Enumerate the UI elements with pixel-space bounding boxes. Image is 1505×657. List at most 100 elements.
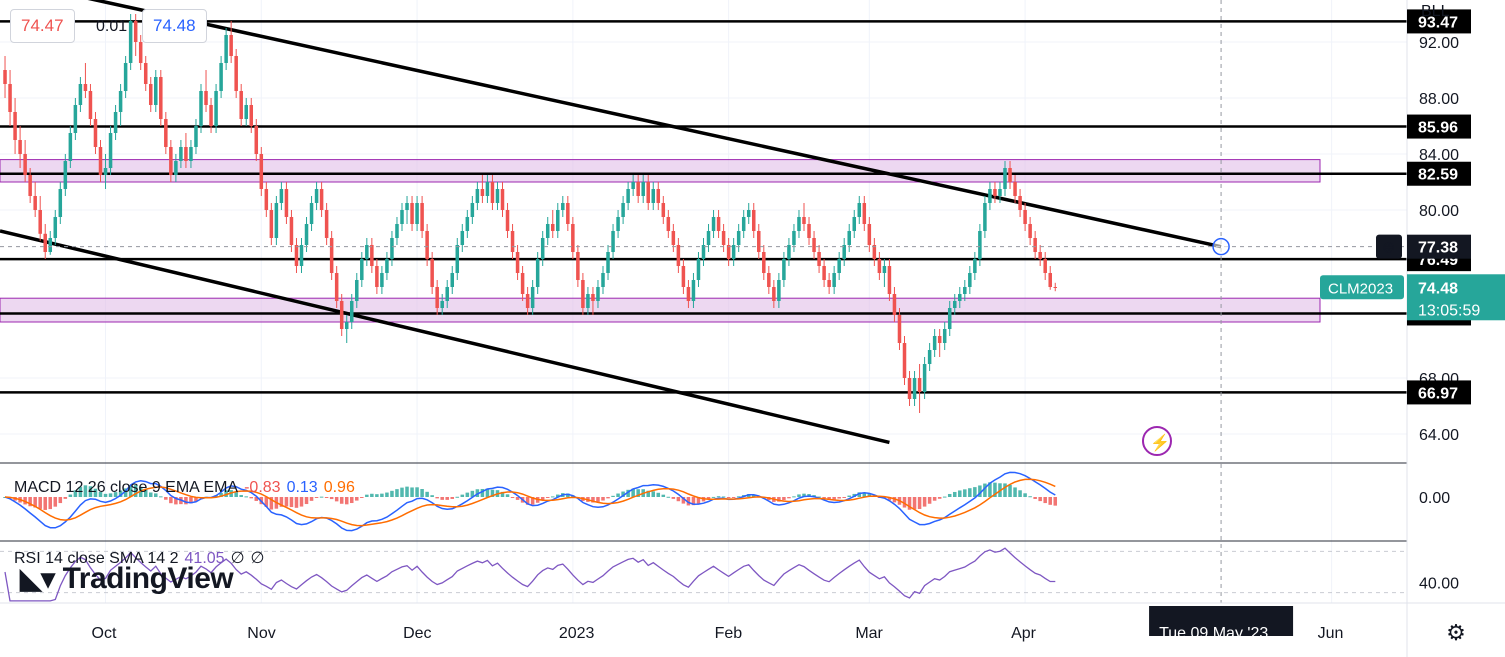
macd-histogram-bar <box>1048 497 1052 505</box>
candle-body <box>988 189 992 203</box>
macd-histogram-bar <box>113 492 118 497</box>
candle-body <box>571 224 575 252</box>
candle-body <box>591 294 595 301</box>
candle-body <box>676 245 681 266</box>
macd-histogram-bar <box>98 491 103 497</box>
candle-body <box>696 259 701 280</box>
candle-body <box>480 189 485 196</box>
candle-body <box>83 84 88 91</box>
candle-body <box>43 233 47 252</box>
candle-body <box>792 231 796 245</box>
macd-histogram-bar <box>435 497 439 499</box>
candle-body <box>93 119 98 147</box>
macd-histogram-bar <box>334 497 339 502</box>
candle-body <box>355 280 359 301</box>
macd-hist-value: -0.83 <box>244 479 281 496</box>
candle-body <box>917 378 922 392</box>
macd-histogram-bar <box>616 493 620 497</box>
rsi-sma-value: ∅ <box>230 550 245 567</box>
candle-body <box>269 210 274 238</box>
bid-price-box[interactable]: 74.47 <box>10 9 75 43</box>
candle-body <box>757 231 761 252</box>
candle-body <box>958 294 962 301</box>
macd-histogram-bar <box>1023 493 1027 497</box>
price-level-badge-text: 85.96 <box>1418 120 1458 137</box>
candle-body <box>309 203 314 224</box>
macd-histogram-bar <box>284 497 289 507</box>
macd-histogram-bar <box>696 497 701 504</box>
candle-body <box>952 301 957 308</box>
macd-histogram-bar <box>88 486 93 497</box>
macd-histogram-bar <box>978 485 982 497</box>
candle-body <box>530 287 535 308</box>
candle-body <box>294 245 299 266</box>
trendline <box>0 229 890 445</box>
macd-histogram-bar <box>601 497 605 501</box>
candle-body <box>108 133 113 168</box>
settings-gear-icon[interactable]: ⚙ <box>1446 620 1466 645</box>
candle-body <box>802 217 806 224</box>
candle-body <box>586 294 590 308</box>
macd-histogram-bar <box>53 497 58 507</box>
candle-body <box>154 77 158 105</box>
macd-histogram-bar <box>269 497 274 510</box>
macd-histogram-bar <box>159 496 163 498</box>
macd-histogram-bar <box>993 482 997 497</box>
symbol-label: BLL <box>1421 3 1450 20</box>
time-axis-tick: Mar <box>855 625 883 642</box>
candle-body <box>380 273 384 287</box>
time-axis-tick: Oct <box>92 625 117 642</box>
price-axis-tick: 64.00 <box>1419 427 1459 444</box>
macd-histogram-bar <box>355 497 359 501</box>
candle-body <box>234 56 238 91</box>
candle-body <box>1048 273 1052 287</box>
ask-price-box[interactable]: 74.48 <box>142 9 207 43</box>
macd-histogram-bar <box>360 497 364 498</box>
candle-body <box>596 287 600 301</box>
candle-body <box>525 294 530 308</box>
candle-body <box>279 189 284 203</box>
macd-histogram-bar <box>802 493 806 497</box>
candle-body <box>319 189 324 210</box>
candle-body <box>897 315 902 343</box>
macd-histogram-bar <box>1013 487 1017 497</box>
candle-body <box>882 266 887 273</box>
candle-body <box>681 266 686 287</box>
macd-histogram-bar <box>666 496 671 498</box>
candle-body <box>701 245 706 259</box>
macd-histogram-bar <box>596 497 600 502</box>
lightning-alert-icon <box>1142 426 1172 456</box>
candle-body <box>420 203 424 231</box>
candle-body <box>264 189 269 210</box>
rsi-legend[interactable]: RSI 14 close SMA 14 2 41.05 ∅ ∅ <box>14 548 270 568</box>
candle-body <box>88 91 93 119</box>
macd-histogram-bar <box>777 497 781 502</box>
macd-histogram-bar <box>952 491 957 497</box>
macd-histogram-bar <box>400 487 404 497</box>
candle-body <box>822 266 826 280</box>
candle-body <box>942 329 947 343</box>
macd-histogram-bar <box>686 497 691 506</box>
candle-body <box>365 245 369 259</box>
candle-body <box>973 259 977 273</box>
candle-body <box>545 224 550 238</box>
candle-body <box>58 189 63 217</box>
macd-signal-value: 0.96 <box>323 479 355 496</box>
rsi-legend-label: RSI 14 close SMA 14 2 <box>14 550 179 567</box>
macd-histogram-bar <box>716 496 721 498</box>
candle-body <box>566 203 570 224</box>
candle-body <box>867 224 872 245</box>
macd-histogram-bar <box>450 497 455 499</box>
macd-histogram-bar <box>751 494 756 497</box>
candle-body <box>636 182 640 196</box>
candle-body <box>1018 196 1022 210</box>
macd-legend[interactable]: MACD 12 26 close 9 EMA EMA -0.83 0.13 0.96 <box>14 479 361 497</box>
candle-body <box>199 91 203 126</box>
candle-body <box>1028 224 1032 238</box>
macd-histogram-bar <box>973 487 977 497</box>
macd-histogram-bar <box>249 497 254 499</box>
macd-histogram-bar <box>797 494 801 497</box>
candle-body <box>244 105 248 119</box>
candle-body <box>450 273 455 287</box>
